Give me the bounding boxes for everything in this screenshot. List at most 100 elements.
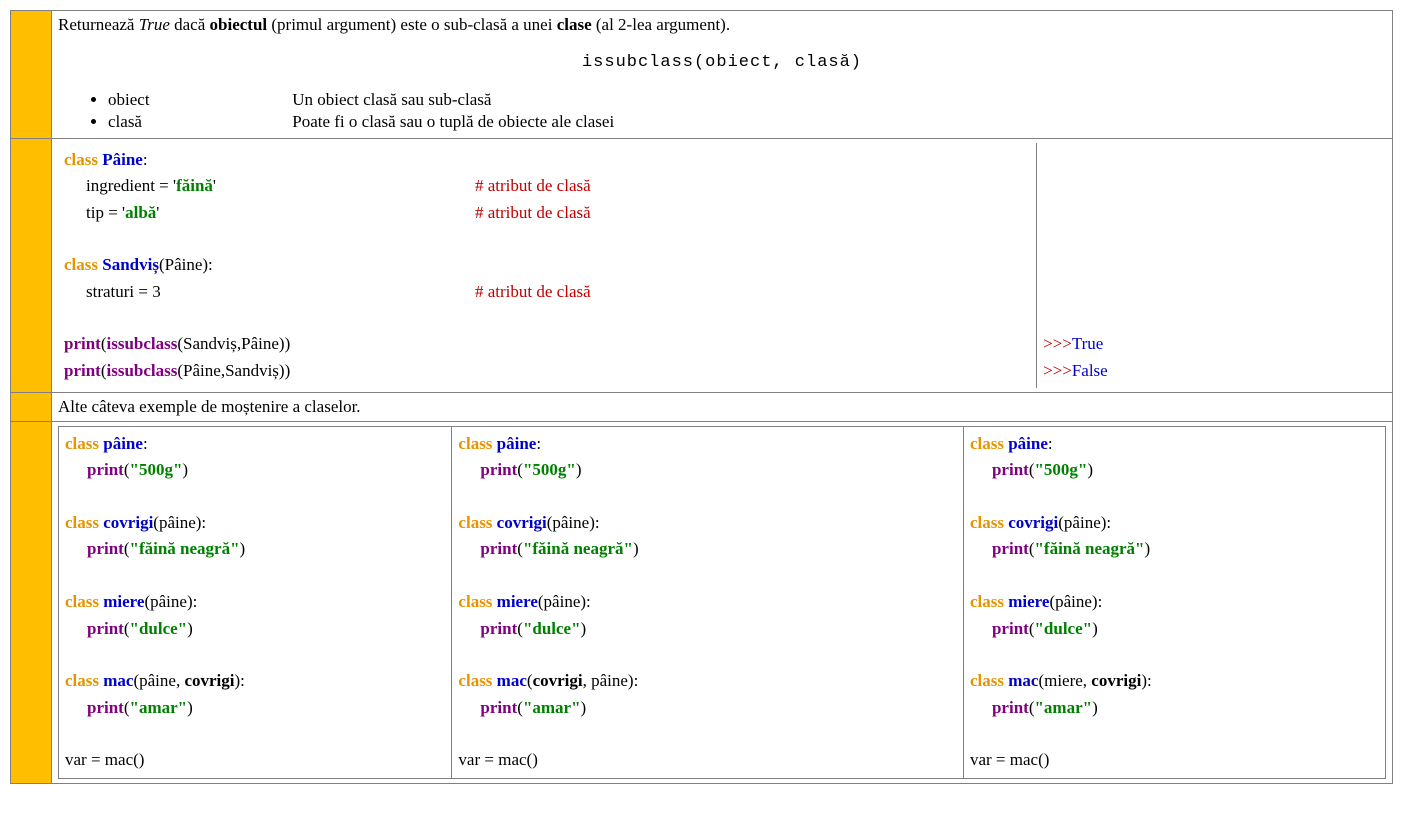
kw-class: class xyxy=(65,592,99,611)
kw-class: class xyxy=(458,513,492,532)
string-literal: "amar" xyxy=(523,698,581,717)
fn-print: print xyxy=(480,619,517,638)
kw-class: class xyxy=(458,671,492,690)
code-text: covrigi xyxy=(1091,671,1141,690)
kw-class: class xyxy=(65,513,99,532)
param-term: clasă xyxy=(108,112,288,132)
string-literal: "amar" xyxy=(1034,698,1092,717)
param-item: obiect Un obiect clasă sau sub-clasă xyxy=(108,90,1386,110)
string-literal: "făină neagră" xyxy=(1034,539,1144,558)
class-name: miere xyxy=(103,592,144,611)
row2-code-cell: class Pâine: ingredient = 'făină' # atri… xyxy=(58,143,1037,388)
output-value: False xyxy=(1072,361,1108,380)
class-name: miere xyxy=(1008,592,1049,611)
code-block: class pâine: print("500g") class covrigi… xyxy=(458,431,957,773)
code-block: class pâine: print("500g") class covrigi… xyxy=(970,431,1379,773)
row4-inner-table: class pâine: print("500g") class covrigi… xyxy=(58,426,1386,778)
code-text: straturi = 3 xyxy=(64,279,161,305)
colon: : xyxy=(143,434,148,453)
code-text: , pâine): xyxy=(583,671,639,690)
code-text: ): xyxy=(235,671,245,690)
row3-content-cell: Alte câteva exemple de moștenire a clase… xyxy=(52,393,1393,422)
class-name: mac xyxy=(497,671,527,690)
param-desc: Un obiect clasă sau sub-clasă xyxy=(292,90,491,109)
intro-text: dacă xyxy=(170,15,210,34)
code-text: tip = ' xyxy=(86,203,125,222)
string-literal: făină xyxy=(176,176,213,195)
code-block: class Pâine: ingredient = 'făină' # atri… xyxy=(64,147,1030,384)
code-text: (pâine, xyxy=(133,671,184,690)
row2-content-cell: class Pâine: ingredient = 'făină' # atri… xyxy=(52,139,1393,393)
row4-content-cell: class pâine: print("500g") class covrigi… xyxy=(52,422,1393,783)
code-text: ' xyxy=(213,176,216,195)
kw-class: class xyxy=(458,434,492,453)
code-text: (Pâine,Sandviș)) xyxy=(177,361,290,380)
fn-print: print xyxy=(87,698,124,717)
class-name: mac xyxy=(1008,671,1038,690)
row3-text: Alte câteva exemple de moștenire a clase… xyxy=(58,397,361,416)
row3-yellow-cell xyxy=(11,393,52,422)
class-name: Pâine xyxy=(102,150,143,169)
kw-class: class xyxy=(64,150,98,169)
code-text: (Sandviș,Pâine)) xyxy=(177,334,290,353)
param-list: obiect Un obiect clasă sau sub-clasă cla… xyxy=(58,90,1386,132)
kw-class: class xyxy=(970,513,1004,532)
kw-class: class xyxy=(970,592,1004,611)
intro-text: Returnează xyxy=(58,15,139,34)
code-text: (Pâine): xyxy=(159,255,213,274)
fn-print: print xyxy=(480,698,517,717)
code-text: (pâine): xyxy=(153,513,206,532)
colon: : xyxy=(536,434,541,453)
string-literal: "făină neagră" xyxy=(523,539,633,558)
class-name: pâine xyxy=(103,434,143,453)
colon: : xyxy=(143,150,148,169)
row4-colB: class pâine: print("500g") class covrigi… xyxy=(452,427,964,778)
intro-paragraph: Returnează True dacă obiectul (primul ar… xyxy=(58,15,1386,35)
fn-issubclass: issubclass xyxy=(107,334,178,353)
intro-true: True xyxy=(139,15,170,34)
code-text: (pâine): xyxy=(1058,513,1111,532)
code-text: (pâine): xyxy=(144,592,197,611)
code-text: covrigi xyxy=(533,671,583,690)
kw-class: class xyxy=(970,671,1004,690)
comment: # atribut de clasă xyxy=(475,173,591,199)
fn-print: print xyxy=(64,334,101,353)
string-literal: "făină neagră" xyxy=(130,539,240,558)
class-name: covrigi xyxy=(497,513,547,532)
intro-text: (al 2-lea argument). xyxy=(592,15,730,34)
code-text: (pâine): xyxy=(1049,592,1102,611)
intro-text: (primul argument) este o sub-clasă a une… xyxy=(267,15,557,34)
string-literal: "dulce" xyxy=(130,619,188,638)
class-name: Sandviș xyxy=(102,255,159,274)
fn-print: print xyxy=(480,539,517,558)
fn-print: print xyxy=(992,698,1029,717)
kw-class: class xyxy=(970,434,1004,453)
code-text: (pâine): xyxy=(538,592,591,611)
fn-print: print xyxy=(992,619,1029,638)
string-literal: albă xyxy=(125,203,156,222)
row4-colC: class pâine: print("500g") class covrigi… xyxy=(963,427,1385,778)
colon: : xyxy=(1048,434,1053,453)
fn-print: print xyxy=(87,619,124,638)
code-text: var = mac() xyxy=(65,747,445,773)
fn-print: print xyxy=(480,460,517,479)
code-text: ingredient = ' xyxy=(86,176,176,195)
string-literal: "500g" xyxy=(1034,460,1087,479)
string-literal: "500g" xyxy=(523,460,576,479)
row2-output-cell: >>>True >>>False xyxy=(1037,143,1386,388)
code-text: (pâine): xyxy=(547,513,600,532)
class-name: mac xyxy=(103,671,133,690)
row4-yellow-cell xyxy=(11,422,52,783)
kw-class: class xyxy=(64,255,98,274)
string-literal: "amar" xyxy=(130,698,188,717)
comment: # atribut de clasă xyxy=(475,200,591,226)
param-desc: Poate fi o clasă sau o tuplă de obiecte … xyxy=(292,112,614,131)
class-name: covrigi xyxy=(103,513,153,532)
document-table: Returnează True dacă obiectul (primul ar… xyxy=(10,10,1393,784)
class-name: pâine xyxy=(1008,434,1048,453)
code-text: (miere, xyxy=(1038,671,1091,690)
fn-print: print xyxy=(992,539,1029,558)
output-block: >>>True >>>False xyxy=(1043,331,1380,384)
kw-class: class xyxy=(458,592,492,611)
row4-colA: class pâine: print("500g") class covrigi… xyxy=(59,427,452,778)
